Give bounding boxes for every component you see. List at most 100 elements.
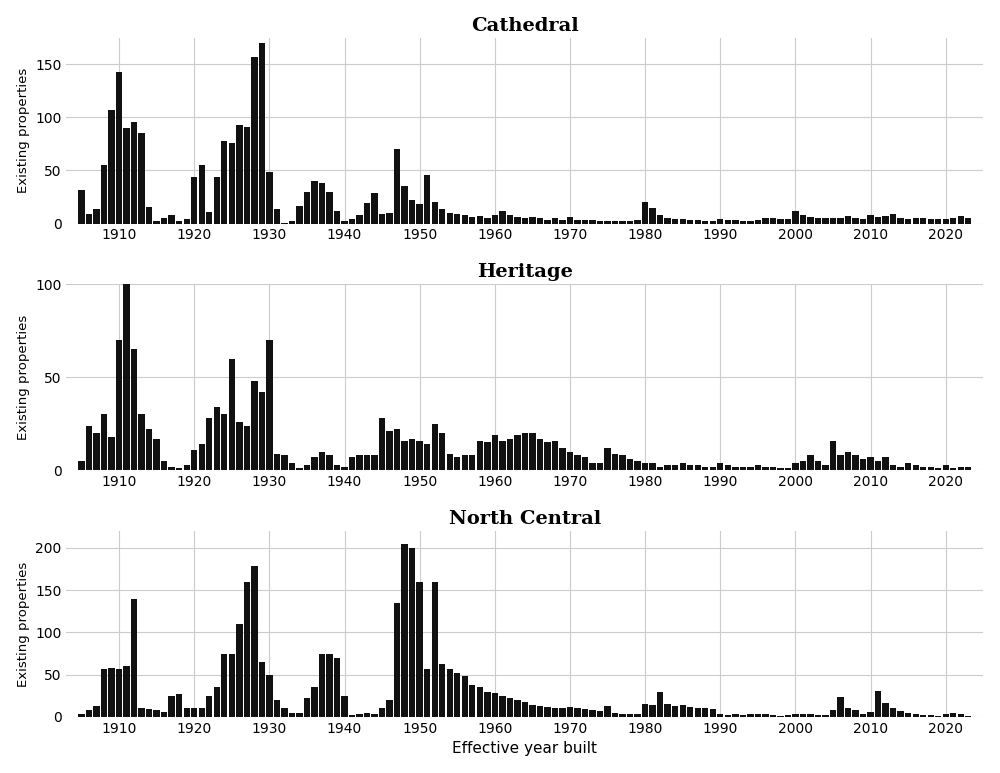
Bar	[146, 429, 152, 470]
Bar	[559, 709, 566, 717]
Bar	[958, 216, 964, 223]
Bar	[589, 220, 596, 223]
Bar	[484, 218, 491, 223]
Bar	[341, 222, 348, 223]
Bar	[236, 422, 243, 470]
Bar	[732, 220, 739, 223]
Bar	[304, 192, 310, 223]
Bar	[552, 218, 558, 223]
Bar	[965, 467, 971, 470]
Bar	[890, 214, 896, 223]
Bar	[815, 715, 821, 717]
Bar	[108, 437, 115, 470]
Bar	[214, 407, 220, 470]
Bar	[371, 192, 378, 223]
Bar	[386, 431, 393, 470]
Bar	[319, 653, 325, 717]
Bar	[792, 211, 799, 223]
Bar	[619, 455, 626, 470]
Bar	[747, 222, 754, 223]
Bar	[559, 448, 566, 470]
Bar	[920, 467, 926, 470]
Bar	[822, 218, 829, 223]
Bar	[447, 669, 453, 717]
Bar	[958, 714, 964, 717]
Bar	[943, 220, 949, 223]
Bar	[334, 211, 340, 223]
Bar	[116, 669, 122, 717]
Bar	[732, 714, 739, 717]
Bar	[409, 548, 415, 717]
Bar	[251, 56, 258, 223]
Bar	[356, 713, 363, 717]
Bar	[507, 438, 513, 470]
Bar	[785, 468, 791, 470]
Bar	[116, 340, 122, 470]
Bar	[131, 598, 137, 717]
Bar	[356, 455, 363, 470]
Bar	[875, 691, 881, 717]
Bar	[800, 713, 806, 717]
Bar	[830, 710, 836, 717]
Bar	[447, 213, 453, 223]
Bar	[432, 581, 438, 717]
Bar	[236, 624, 243, 717]
Bar	[289, 222, 295, 223]
Bar	[409, 200, 415, 223]
Bar	[341, 696, 348, 717]
Bar	[582, 458, 588, 470]
Bar	[484, 692, 491, 717]
Bar	[266, 340, 273, 470]
Bar	[943, 465, 949, 470]
Bar	[184, 220, 190, 223]
Bar	[905, 220, 911, 223]
Bar	[529, 705, 536, 717]
Bar	[409, 438, 415, 470]
Bar	[928, 220, 934, 223]
Bar	[852, 710, 859, 717]
Bar	[687, 465, 693, 470]
Bar	[544, 707, 551, 717]
Bar	[93, 209, 100, 223]
Bar	[687, 220, 693, 223]
Bar	[296, 468, 303, 470]
Bar	[552, 707, 558, 717]
Bar	[138, 133, 145, 223]
Bar	[537, 218, 543, 223]
Bar	[882, 703, 889, 717]
Bar	[229, 143, 235, 223]
Bar	[800, 215, 806, 223]
Bar	[522, 702, 528, 717]
Bar	[153, 438, 160, 470]
Bar	[349, 715, 355, 717]
Bar	[379, 418, 385, 470]
Bar	[469, 217, 475, 223]
Bar	[574, 709, 581, 717]
Bar	[913, 714, 919, 717]
Bar	[529, 433, 536, 470]
Bar	[507, 698, 513, 717]
Bar	[259, 392, 265, 470]
Bar	[612, 713, 618, 717]
Bar	[221, 414, 227, 470]
Bar	[913, 465, 919, 470]
Bar	[777, 716, 784, 717]
Bar	[695, 465, 701, 470]
Bar	[447, 454, 453, 470]
Bar	[792, 714, 799, 717]
Bar	[747, 714, 754, 717]
Bar	[251, 381, 258, 470]
Bar	[702, 709, 708, 717]
Bar	[552, 441, 558, 470]
Bar	[168, 696, 175, 717]
Bar	[837, 696, 844, 717]
Bar	[326, 455, 333, 470]
Bar	[867, 712, 874, 717]
Bar	[822, 715, 829, 717]
Bar	[860, 713, 866, 717]
Bar	[123, 284, 130, 470]
Bar	[176, 222, 182, 223]
Bar	[882, 216, 889, 223]
Bar	[702, 467, 708, 470]
Bar	[244, 127, 250, 223]
